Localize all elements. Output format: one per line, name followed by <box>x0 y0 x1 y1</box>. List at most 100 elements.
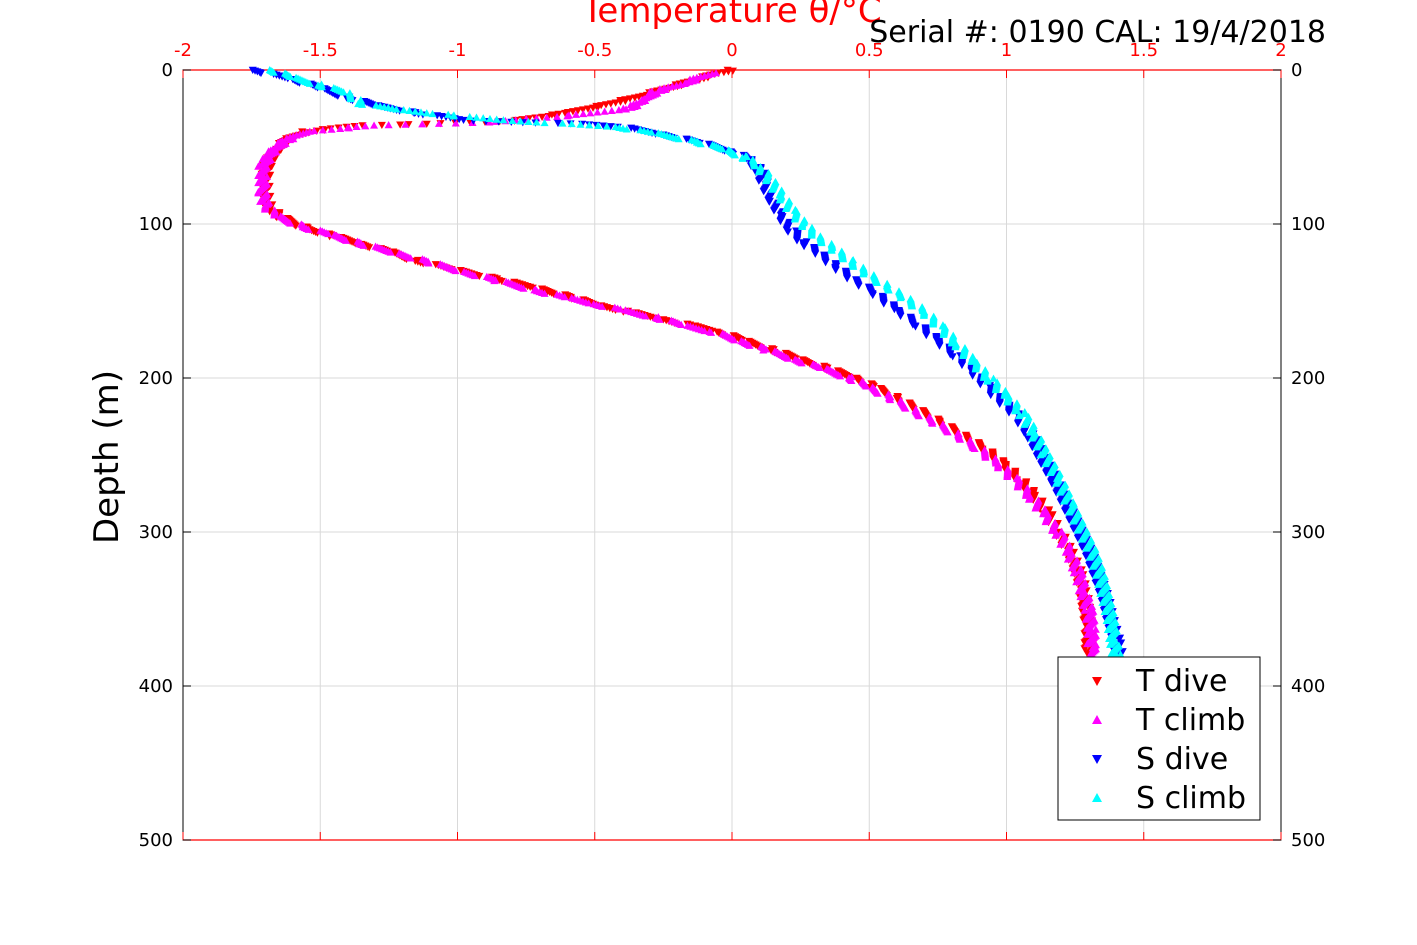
data-point <box>956 435 965 443</box>
data-point <box>607 106 616 115</box>
data-point <box>1083 639 1092 648</box>
data-point <box>358 100 367 108</box>
data-point <box>508 116 517 125</box>
data-point <box>1085 561 1094 570</box>
data-point <box>563 112 572 120</box>
data-point <box>1069 517 1078 525</box>
series-s-dive <box>248 66 1127 660</box>
data-point <box>759 346 768 354</box>
data-point <box>707 328 716 336</box>
legend-label: S dive <box>1136 742 1228 777</box>
legend-label: S climb <box>1136 781 1246 816</box>
data-point <box>968 372 977 380</box>
data-point <box>1047 480 1056 488</box>
data-point <box>1072 578 1081 586</box>
data-point <box>1052 479 1061 487</box>
data-point <box>827 246 836 254</box>
legend-marker <box>1092 677 1102 686</box>
data-point <box>327 125 336 133</box>
y-tick-label-right: 400 <box>1291 676 1325 697</box>
data-point <box>365 244 374 252</box>
data-point <box>1098 598 1107 606</box>
data-point <box>677 320 686 328</box>
data-point <box>422 109 431 117</box>
data-point <box>1107 649 1116 657</box>
data-point <box>783 354 792 362</box>
data-point <box>1085 553 1094 561</box>
data-point <box>336 124 345 133</box>
data-point <box>873 389 882 397</box>
y-tick-label-left: 500 <box>139 830 173 851</box>
data-point <box>1042 469 1051 477</box>
data-point <box>914 412 923 420</box>
data-point <box>922 332 931 340</box>
data-point <box>976 381 985 389</box>
data-point <box>657 86 666 94</box>
data-point <box>776 217 785 226</box>
data-point <box>1103 625 1112 633</box>
y-axis-right-ticks: 0 100 200 300 400 500 <box>1273 60 1325 851</box>
data-point <box>576 120 585 128</box>
data-point <box>485 114 494 123</box>
data-point <box>317 83 326 91</box>
data-point <box>370 121 379 129</box>
data-point <box>647 128 656 136</box>
data-point <box>896 293 905 302</box>
data-point <box>384 121 393 129</box>
data-point <box>396 121 405 129</box>
data-point <box>1003 398 1012 406</box>
data-point <box>1088 562 1097 570</box>
data-point <box>919 311 928 319</box>
data-point <box>943 428 952 436</box>
data-point <box>655 315 664 323</box>
data-point <box>1078 543 1087 551</box>
data-point <box>896 312 905 321</box>
series-t-climb <box>254 69 1100 659</box>
data-point <box>1048 526 1057 534</box>
data-point <box>499 116 508 124</box>
data-point <box>1077 535 1086 543</box>
data-point <box>359 241 368 249</box>
data-point <box>1020 409 1029 418</box>
data-point <box>762 176 771 185</box>
data-point <box>798 222 807 231</box>
data-point <box>542 113 551 121</box>
data-point <box>730 336 739 344</box>
data-point <box>346 94 355 103</box>
data-point <box>627 103 636 111</box>
data-point <box>416 108 425 116</box>
y-tick-label-right: 200 <box>1291 368 1325 389</box>
data-point <box>377 121 386 130</box>
data-point <box>524 117 533 126</box>
serial-calibration-label: Serial #: 0190 CAL: 19/4/2018 <box>869 15 1326 50</box>
data-point <box>286 135 295 144</box>
data-point <box>879 300 888 308</box>
data-point <box>730 151 739 159</box>
data-point <box>598 302 607 310</box>
data-point <box>538 113 547 121</box>
data-point <box>821 259 830 267</box>
data-point <box>256 197 265 205</box>
data-point <box>674 135 683 143</box>
y-tick-label-left: 0 <box>162 60 173 81</box>
data-point <box>1055 488 1064 496</box>
data-point <box>995 400 1004 408</box>
x-tick-label: -2 <box>174 40 192 61</box>
legend-marker <box>1092 793 1102 802</box>
data-point <box>979 373 988 381</box>
data-point <box>1080 639 1089 647</box>
data-point <box>986 391 995 400</box>
data-point <box>572 110 581 118</box>
data-point <box>622 105 631 113</box>
data-point <box>1073 534 1082 542</box>
data-point <box>1106 640 1115 648</box>
data-point <box>1094 580 1103 588</box>
data-point <box>616 305 625 313</box>
data-point <box>459 116 468 125</box>
data-point <box>872 278 881 286</box>
data-point <box>318 126 327 134</box>
data-point <box>1036 451 1045 459</box>
data-point <box>928 419 937 427</box>
data-point <box>406 254 415 262</box>
